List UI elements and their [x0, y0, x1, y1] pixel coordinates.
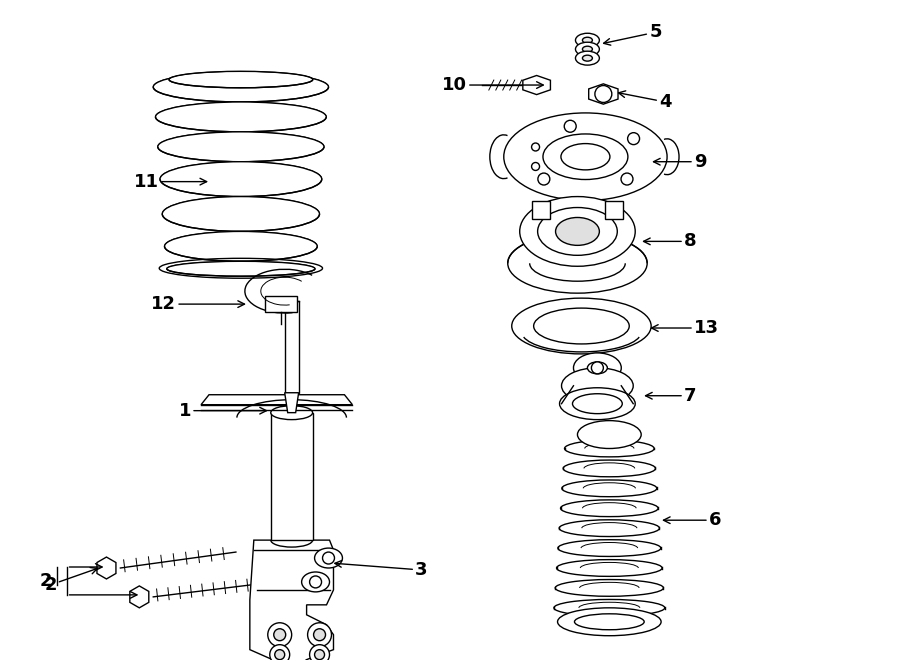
- Circle shape: [322, 552, 335, 564]
- Ellipse shape: [559, 520, 660, 537]
- Ellipse shape: [575, 33, 599, 47]
- Ellipse shape: [166, 261, 315, 276]
- Circle shape: [310, 576, 321, 588]
- Text: 6: 6: [663, 511, 722, 529]
- Text: 4: 4: [618, 91, 671, 111]
- Circle shape: [315, 650, 325, 660]
- Text: 5: 5: [604, 23, 662, 45]
- Text: 8: 8: [644, 233, 697, 251]
- Ellipse shape: [582, 46, 592, 52]
- Ellipse shape: [556, 560, 662, 576]
- Ellipse shape: [504, 113, 667, 200]
- Bar: [532, 202, 550, 219]
- Text: 13: 13: [652, 319, 719, 337]
- Polygon shape: [130, 586, 148, 608]
- Ellipse shape: [162, 196, 320, 231]
- Ellipse shape: [153, 72, 328, 102]
- Ellipse shape: [512, 298, 652, 354]
- Circle shape: [274, 629, 285, 641]
- Circle shape: [595, 85, 612, 102]
- Ellipse shape: [287, 297, 296, 305]
- Circle shape: [274, 650, 284, 660]
- Text: 10: 10: [442, 76, 544, 94]
- Ellipse shape: [578, 420, 641, 449]
- Ellipse shape: [537, 208, 617, 255]
- Circle shape: [591, 362, 603, 374]
- Circle shape: [627, 133, 640, 145]
- Text: 2: 2: [44, 568, 97, 594]
- Circle shape: [310, 644, 329, 661]
- Ellipse shape: [508, 233, 647, 293]
- Polygon shape: [250, 540, 334, 661]
- Ellipse shape: [574, 614, 644, 630]
- Text: 2: 2: [40, 572, 51, 590]
- Circle shape: [308, 623, 331, 646]
- Ellipse shape: [561, 143, 610, 170]
- Ellipse shape: [160, 162, 322, 196]
- Ellipse shape: [582, 55, 592, 61]
- Polygon shape: [201, 395, 353, 405]
- Polygon shape: [97, 557, 116, 579]
- Ellipse shape: [575, 42, 599, 56]
- Ellipse shape: [158, 132, 324, 162]
- Bar: [265, 296, 297, 312]
- Ellipse shape: [563, 460, 655, 477]
- Ellipse shape: [573, 353, 621, 383]
- Text: 1: 1: [178, 402, 266, 420]
- Ellipse shape: [315, 548, 343, 568]
- Ellipse shape: [271, 406, 312, 420]
- Ellipse shape: [543, 134, 628, 180]
- Text: 9: 9: [653, 153, 706, 171]
- Polygon shape: [523, 75, 551, 95]
- Polygon shape: [284, 393, 299, 412]
- Circle shape: [313, 629, 326, 641]
- Text: 12: 12: [151, 295, 245, 313]
- Polygon shape: [284, 301, 299, 393]
- Circle shape: [621, 173, 633, 185]
- Ellipse shape: [555, 217, 599, 245]
- Ellipse shape: [564, 440, 654, 457]
- Ellipse shape: [554, 600, 665, 616]
- Ellipse shape: [561, 500, 658, 517]
- Ellipse shape: [575, 51, 599, 65]
- Ellipse shape: [560, 388, 635, 420]
- Polygon shape: [271, 412, 312, 540]
- Ellipse shape: [588, 362, 608, 374]
- Ellipse shape: [557, 608, 662, 636]
- Ellipse shape: [302, 572, 329, 592]
- Ellipse shape: [156, 102, 327, 132]
- Text: 3: 3: [335, 561, 428, 579]
- Circle shape: [268, 623, 292, 646]
- Ellipse shape: [562, 368, 634, 404]
- Polygon shape: [589, 84, 618, 104]
- Text: 7: 7: [645, 387, 697, 405]
- Circle shape: [270, 644, 290, 661]
- Ellipse shape: [534, 308, 629, 344]
- Ellipse shape: [562, 480, 657, 496]
- Ellipse shape: [572, 394, 622, 414]
- Ellipse shape: [165, 231, 317, 261]
- Circle shape: [538, 173, 550, 185]
- Circle shape: [564, 120, 576, 132]
- Text: 11: 11: [134, 173, 207, 190]
- Ellipse shape: [555, 580, 663, 596]
- Ellipse shape: [582, 37, 592, 43]
- Ellipse shape: [169, 71, 312, 88]
- Ellipse shape: [558, 540, 661, 557]
- Bar: [605, 202, 623, 219]
- Circle shape: [532, 143, 539, 151]
- Circle shape: [532, 163, 539, 171]
- Ellipse shape: [519, 196, 635, 266]
